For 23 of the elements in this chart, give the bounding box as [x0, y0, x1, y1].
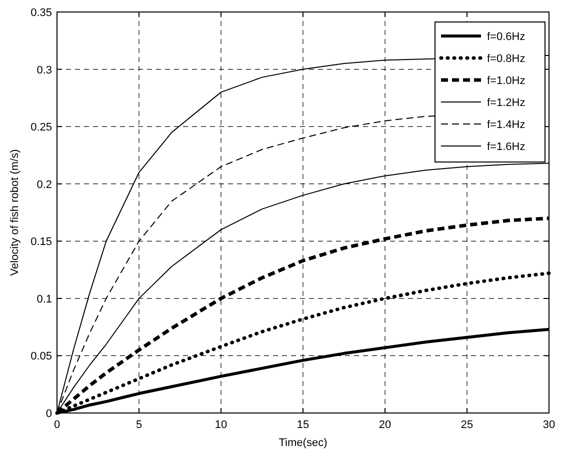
- y-tick-label: 0.25: [30, 122, 52, 134]
- legend-label: f=1.0Hz: [487, 75, 526, 87]
- legend-label: f=1.2Hz: [487, 97, 526, 109]
- y-tick-label: 0.15: [30, 236, 52, 248]
- y-tick-label: 0.3: [36, 64, 52, 76]
- x-tick-label: 10: [214, 419, 228, 431]
- legend-label: f=1.4Hz: [487, 119, 526, 131]
- y-axis-title: Velocity of fish robot (m/s): [9, 149, 21, 276]
- x-tick-label: 25: [460, 419, 474, 431]
- legend-label: f=0.8Hz: [487, 53, 526, 65]
- legend-label: f=0.6Hz: [487, 31, 526, 43]
- x-tick-label: 5: [136, 419, 142, 431]
- x-tick-label: 20: [378, 419, 392, 431]
- x-tick-label: 30: [542, 419, 556, 431]
- x-tick-label: 15: [296, 419, 310, 431]
- x-axis-title: Time(sec): [278, 437, 328, 449]
- y-tick-label: 0.2: [36, 178, 52, 191]
- y-tick-label: 0.05: [30, 350, 52, 363]
- y-tick-label: 0.35: [30, 7, 52, 19]
- y-tick-label: 0.1: [36, 293, 52, 306]
- y-tick-label: 0: [46, 408, 52, 420]
- legend-label: f=1.6Hz: [487, 141, 526, 153]
- x-tick-label: 0: [54, 419, 60, 431]
